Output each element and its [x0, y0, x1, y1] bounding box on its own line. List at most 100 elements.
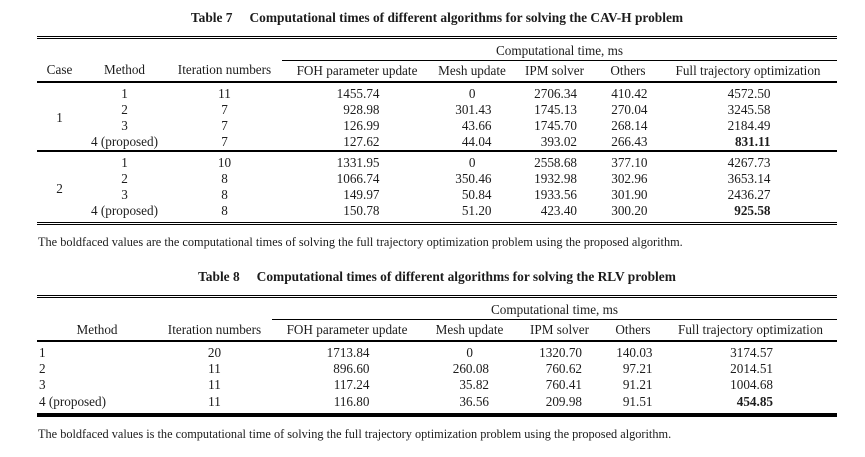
table-row: 4 (proposed) 8 150.78 51.20 423.40 300.20 925.…: [37, 203, 837, 223]
table8-title-text: Computational times of different algorit…: [256, 269, 676, 285]
numeric-value: 928.98: [343, 101, 380, 117]
col-header-others: Others: [597, 60, 659, 83]
ipm-cell: 209.98: [517, 393, 602, 413]
col-header-mesh: Mesh update: [422, 319, 517, 342]
table7-title: Table 7 Computational times of different …: [37, 10, 837, 25]
numeric-value: 50.84: [461, 187, 492, 203]
numeric-value: 2706.34: [534, 85, 577, 101]
ipm-cell: 1932.98: [512, 170, 597, 186]
col-header-full: Full trajectory optimization: [664, 319, 837, 342]
numeric-value: 1320.70: [539, 345, 582, 360]
col-header-mesh: Mesh update: [432, 60, 512, 83]
mesh-cell: 260.08: [422, 361, 517, 377]
iterations-cell: 8: [221, 170, 228, 186]
mesh-cell: 350.46: [432, 170, 512, 186]
foh-cell: 928.98: [282, 101, 432, 117]
page: Table 7 Computational times of different …: [37, 10, 865, 441]
foh-cell: 127.62: [282, 134, 432, 151]
table7-footnote: The boldfaced values are the computation…: [38, 234, 683, 249]
others-cell: 268.14: [597, 117, 659, 133]
numeric-value: 301.43: [455, 101, 492, 117]
numeric-value: 270.04: [611, 101, 648, 117]
numeric-value: 150.78: [343, 203, 380, 219]
numeric-value: 1331.95: [336, 154, 380, 170]
table8-section: Table 8 Computational times of different …: [37, 269, 865, 441]
numeric-value: 0: [468, 85, 476, 101]
mesh-cell: 50.84: [432, 187, 512, 203]
others-cell: 91.51: [602, 393, 664, 413]
table7-title-label: Table 7: [190, 10, 233, 25]
method-cell: 3: [121, 187, 128, 203]
table8-bottom-rule: [37, 412, 837, 417]
method-cell: 1: [121, 85, 128, 101]
col-header-ipm: IPM solver: [517, 319, 602, 342]
ipm-cell: 1320.70: [517, 341, 602, 361]
numeric-value: 3174.57: [730, 345, 773, 360]
foh-cell: 1066.74: [282, 170, 432, 186]
table8-span-header: Computational time, ms: [272, 298, 837, 320]
numeric-value: 1066.74: [336, 170, 380, 186]
span-header-row: Computational time, ms: [37, 298, 837, 320]
table-row: 2 7 928.98 301.43 1745.13 270.04 3245.58: [37, 101, 837, 117]
table8-body: 1 20 1713.84 0 1320.70 140.03 3174.57 2 11 896.60…: [37, 341, 837, 413]
span-header-spacer: [37, 39, 282, 61]
full-cell: 2436.27: [659, 187, 837, 203]
foh-cell: 1455.74: [282, 82, 432, 102]
full-cell: 1004.68: [664, 377, 837, 393]
numeric-value: 925.58: [734, 203, 771, 219]
numeric-value: 1455.74: [336, 85, 380, 101]
table7-section: Table 7 Computational times of different …: [37, 10, 865, 249]
numeric-value: 2184.49: [727, 117, 771, 133]
iterations-cell: 7: [221, 134, 228, 150]
table-row: 2 8 1066.74 350.46 1932.98 302.96 3653.14: [37, 170, 837, 186]
mesh-cell: 0: [422, 341, 517, 361]
iterations-cell: 11: [208, 393, 221, 409]
numeric-value: 0: [466, 345, 473, 360]
method-cell: 1: [39, 345, 46, 360]
iterations-cell: 8: [221, 203, 228, 219]
numeric-value: 393.02: [540, 134, 577, 150]
method-cell: 4 (proposed): [39, 393, 107, 409]
method-cell: 3: [121, 117, 128, 133]
numeric-value: 1713.84: [326, 345, 370, 360]
full-cell: 831.11: [659, 134, 837, 151]
table-row: 1 1 11 1455.74 0 2706.34 410.42 4572.50: [37, 82, 837, 125]
table7-bottom-rule: [37, 222, 837, 225]
mesh-cell: 36.56: [422, 393, 517, 413]
numeric-value: 377.10: [611, 154, 648, 170]
numeric-value: 35.82: [459, 377, 489, 393]
col-header-full: Full trajectory optimization: [659, 60, 837, 83]
full-cell: 2014.51: [664, 361, 837, 377]
mesh-cell: 35.82: [422, 377, 517, 393]
full-cell: 4267.73: [659, 151, 837, 171]
numeric-value: 454.85: [736, 393, 773, 409]
foh-cell: 1331.95: [282, 151, 432, 171]
full-cell: 454.85: [664, 393, 837, 413]
numeric-value: 3653.14: [727, 170, 771, 186]
numeric-value: 3245.58: [727, 101, 771, 117]
numeric-value: 2436.27: [727, 187, 771, 203]
others-cell: 410.42: [597, 82, 659, 102]
span-header-spacer: [37, 298, 272, 320]
foh-cell: 116.80: [272, 393, 422, 413]
iterations-cell: 11: [208, 361, 221, 377]
table-row: 4 (proposed) 7 127.62 44.04 393.02 266.43 831.…: [37, 134, 837, 151]
numeric-value: 896.60: [333, 361, 370, 377]
table-row: 3 8 149.97 50.84 1933.56 301.90 2436.27: [37, 187, 837, 203]
mesh-cell: 0: [432, 151, 512, 171]
iterations-cell: 11: [218, 85, 231, 101]
method-cell: 2: [121, 170, 128, 186]
col-header-ipm: IPM solver: [512, 60, 597, 83]
iterations-cell: 20: [207, 345, 222, 360]
numeric-value: 0: [468, 154, 476, 170]
numeric-value: 2558.68: [534, 154, 577, 170]
numeric-value: 43.66: [461, 117, 492, 133]
mesh-cell: 43.66: [432, 117, 512, 133]
mesh-cell: 0: [432, 82, 512, 102]
others-cell: 302.96: [597, 170, 659, 186]
numeric-value: 97.21: [622, 361, 653, 377]
table7-span-header: Computational time, ms: [282, 38, 837, 61]
numeric-value: 423.40: [540, 203, 577, 219]
numeric-value: 44.04: [461, 134, 492, 150]
numeric-value: 410.42: [611, 85, 648, 101]
